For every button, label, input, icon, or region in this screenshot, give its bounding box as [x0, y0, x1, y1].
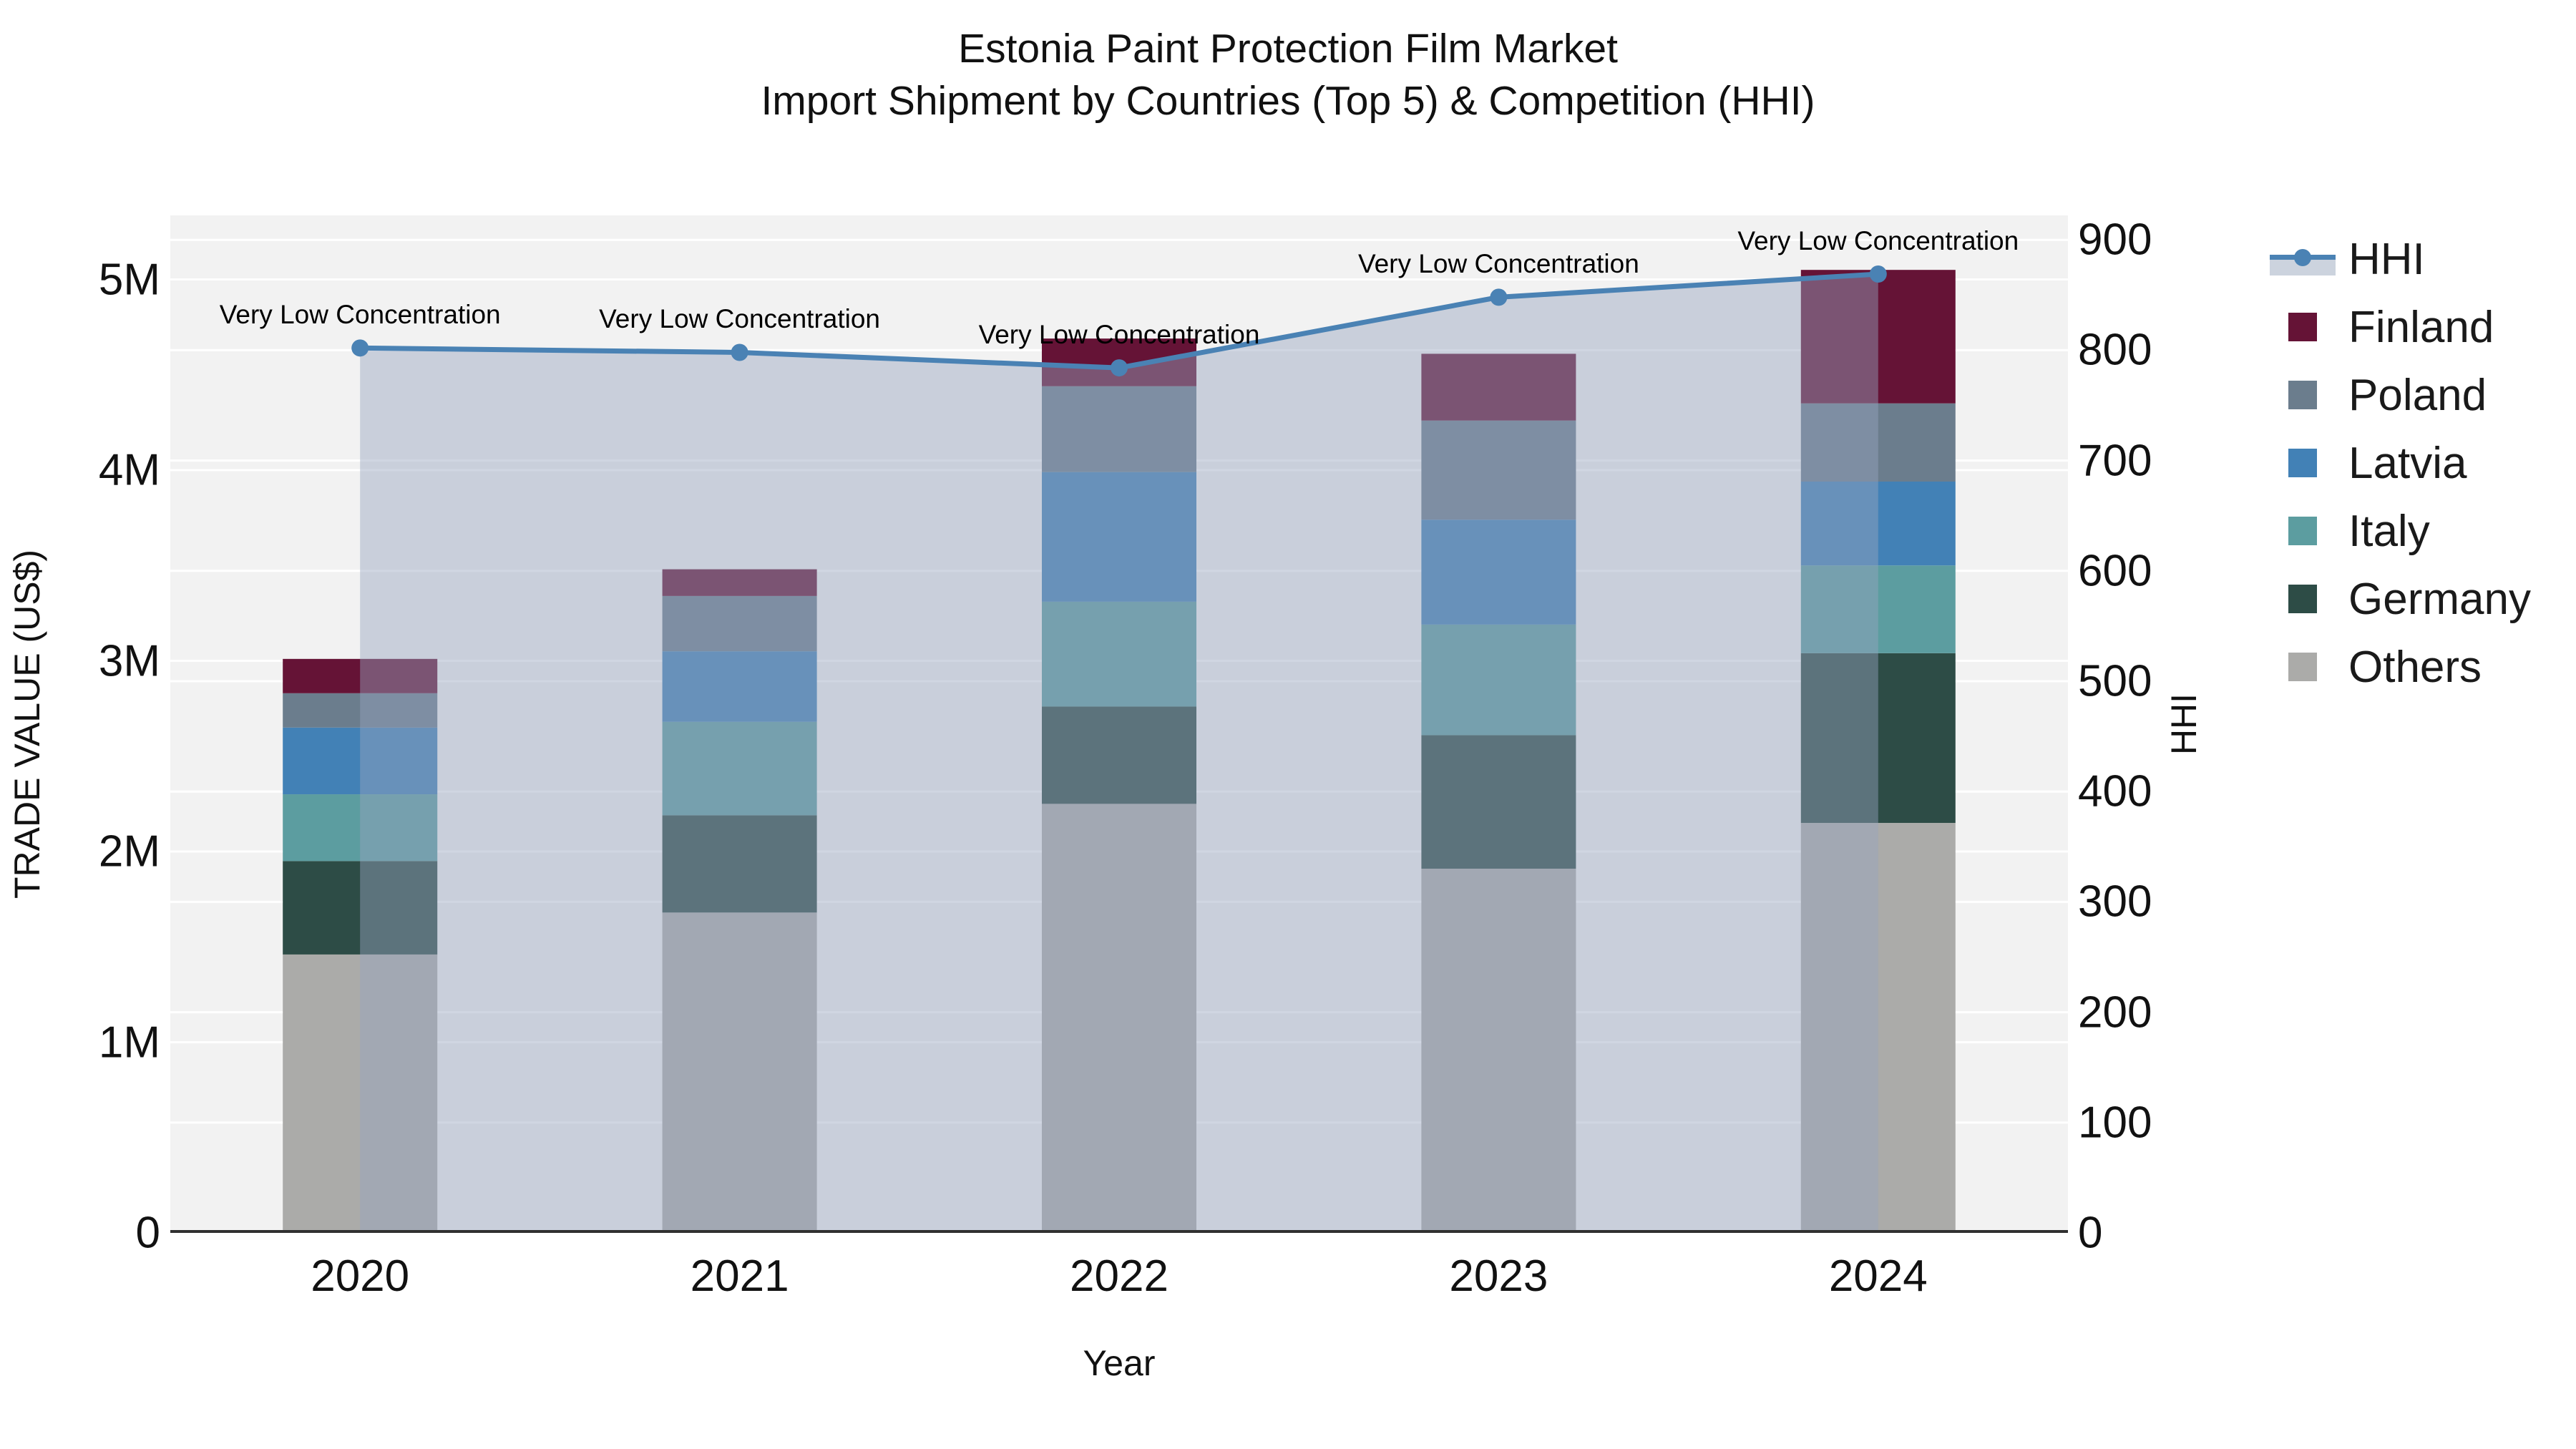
bar-segment-italy-2020[interactable]: [283, 794, 438, 862]
swatch-finland: [2288, 313, 2317, 341]
legend-label-germany: Germany: [2348, 575, 2531, 624]
bar-segment-italy-2023[interactable]: [1421, 624, 1576, 736]
chart-title-line2: Import Shipment by Countries (Top 5) & C…: [761, 78, 1815, 124]
x-tick-2023: 2023: [1449, 1252, 1548, 1301]
annotation-2024: Very Low Concentration: [1737, 226, 2019, 255]
y-right-tick-900: 900: [2078, 215, 2152, 265]
bar-segment-latvia-2020[interactable]: [283, 727, 438, 795]
legend-label-finland: Finland: [2348, 303, 2494, 352]
plot-area: Very Low Concentration Very Low Concentra…: [170, 215, 2068, 1233]
y-right-tick-100: 100: [2078, 1098, 2152, 1148]
color-swatch-icon: [2268, 429, 2340, 497]
bar-segment-finland-2023[interactable]: [1421, 353, 1576, 421]
swatch-poland: [2288, 381, 2317, 409]
bar-segment-latvia-2021[interactable]: [662, 651, 817, 722]
bar-segment-italy-2022[interactable]: [1042, 601, 1196, 707]
y-right-tick-200: 200: [2078, 987, 2152, 1038]
hhi-line-icon: [2268, 225, 2340, 293]
x-tick-2020: 2020: [311, 1252, 410, 1301]
bar-segment-germany-2020[interactable]: [283, 861, 438, 955]
legend-label-latvia: Latvia: [2348, 439, 2467, 488]
bar-segment-latvia-2023[interactable]: [1421, 519, 1576, 625]
y-left-tick-4M: 4M: [98, 445, 160, 495]
swatch-germany: [2288, 585, 2317, 613]
bar-segment-finland-2021[interactable]: [662, 569, 817, 596]
annotation-2023: Very Low Concentration: [1357, 249, 1639, 279]
hhi-marker-2023[interactable]: [1490, 288, 1508, 306]
bar-segment-italy-2021[interactable]: [662, 721, 817, 816]
color-swatch-icon: [2268, 293, 2340, 361]
bar-segment-germany-2022[interactable]: [1042, 706, 1196, 804]
hhi-area-fill: [360, 274, 1878, 1233]
bar-segment-latvia-2022[interactable]: [1042, 472, 1196, 602]
legend-label-others: Others: [2348, 643, 2482, 692]
annotation-2021: Very Low Concentration: [599, 304, 881, 334]
color-swatch-icon: [2268, 633, 2340, 701]
bar-segment-germany-2021[interactable]: [662, 815, 817, 913]
hhi-marker-2022[interactable]: [1111, 359, 1128, 377]
legend-label-italy: Italy: [2348, 507, 2430, 556]
swatch-others: [2288, 653, 2317, 681]
bar-segment-finland-2024[interactable]: [1800, 270, 1956, 404]
bar-segment-others-2021[interactable]: [662, 912, 817, 1233]
y-right-tick-300: 300: [2078, 877, 2152, 927]
hhi-marker-2020[interactable]: [351, 339, 369, 357]
x-tick-2022: 2022: [1070, 1252, 1169, 1301]
chart-title: Estonia Paint Protection Film Market Imp…: [572, 23, 2004, 127]
bar-segment-germany-2024[interactable]: [1800, 653, 1956, 824]
bar-segment-poland-2021[interactable]: [662, 595, 817, 652]
y-right-tick-400: 400: [2078, 766, 2152, 816]
y-left-tick-1M: 1M: [98, 1018, 160, 1067]
chart-svg: [170, 238, 2068, 1233]
bar-segment-poland-2024[interactable]: [1800, 403, 1956, 482]
legend-item-poland[interactable]: Poland: [2268, 361, 2569, 429]
color-swatch-icon: [2268, 361, 2340, 429]
y-right-tick-700: 700: [2078, 436, 2152, 486]
bar-segment-germany-2023[interactable]: [1421, 735, 1576, 869]
legend-item-latvia[interactable]: Latvia: [2268, 429, 2569, 497]
chart-title-line1: Estonia Paint Protection Film Market: [958, 26, 1618, 72]
bar-segment-italy-2024[interactable]: [1800, 565, 1956, 653]
color-swatch-icon: [2268, 497, 2340, 565]
y-right-tick-800: 800: [2078, 325, 2152, 375]
hhi-marker-2021[interactable]: [731, 343, 748, 361]
y-left-tick-3M: 3M: [98, 636, 160, 686]
y-axis-title-right: HHI: [2164, 693, 2204, 756]
x-tick-2021: 2021: [690, 1252, 789, 1301]
legend-item-others[interactable]: Others: [2268, 633, 2569, 701]
annotation-2022: Very Low Concentration: [978, 320, 1260, 350]
annotation-2020: Very Low Concentration: [219, 300, 501, 330]
x-axis-title: Year: [1083, 1343, 1156, 1383]
bar-segment-latvia-2024[interactable]: [1800, 481, 1956, 566]
y-left-tick-5M: 5M: [98, 255, 160, 304]
hhi-marker-2024[interactable]: [1869, 265, 1887, 283]
x-tick-2024: 2024: [1828, 1252, 1928, 1301]
y-left-tick-2M: 2M: [98, 826, 160, 877]
color-swatch-icon: [2268, 565, 2340, 633]
legend-item-germany[interactable]: Germany: [2268, 565, 2569, 633]
legend-label-poland: Poland: [2348, 371, 2487, 420]
bar-segment-others-2020[interactable]: [283, 954, 438, 1233]
legend-item-hhi[interactable]: HHI: [2268, 225, 2569, 293]
y-right-tick-600: 600: [2078, 546, 2152, 596]
y-left-tick-0: 0: [135, 1208, 160, 1258]
bar-segment-others-2024[interactable]: [1800, 823, 1956, 1233]
swatch-italy: [2288, 517, 2317, 545]
bar-segment-poland-2022[interactable]: [1042, 386, 1196, 472]
legend-item-finland[interactable]: Finland: [2268, 293, 2569, 361]
y-right-tick-500: 500: [2078, 656, 2152, 706]
bar-segment-finland-2020[interactable]: [283, 658, 438, 693]
y-right-tick-0: 0: [2078, 1208, 2103, 1258]
swatch-latvia: [2288, 449, 2317, 477]
legend-label-hhi: HHI: [2348, 235, 2425, 284]
bar-segment-poland-2023[interactable]: [1421, 420, 1576, 520]
bar-segment-poland-2020[interactable]: [283, 693, 438, 728]
bar-segment-others-2022[interactable]: [1042, 804, 1196, 1233]
legend-item-italy[interactable]: Italy: [2268, 497, 2569, 565]
legend: HHI Finland Poland Latvia Italy Germany Others: [2268, 225, 2569, 701]
bar-segment-others-2023[interactable]: [1421, 868, 1576, 1233]
legend-marker-dot: [2294, 249, 2311, 266]
